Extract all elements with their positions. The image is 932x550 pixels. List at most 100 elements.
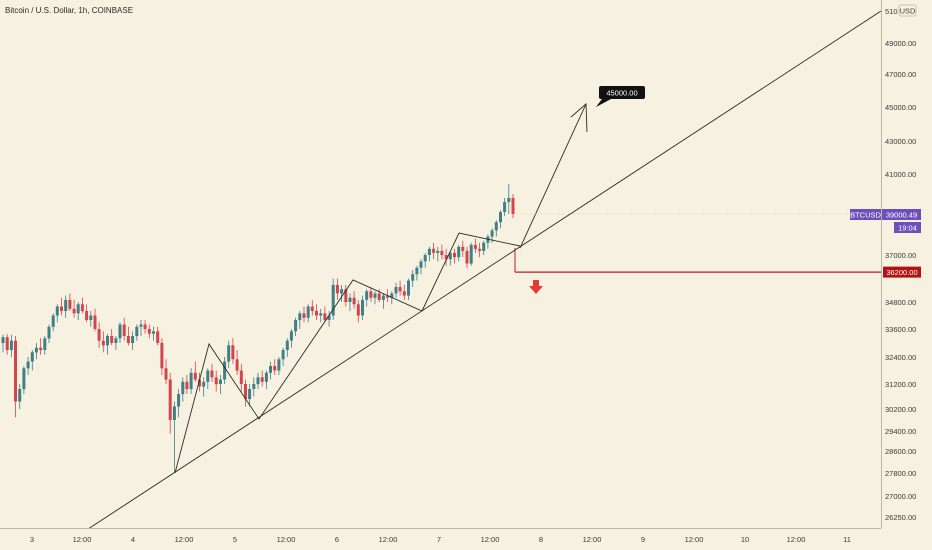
candle-body [402, 291, 406, 296]
candle [72, 299, 76, 318]
candle-body [323, 313, 327, 321]
candle [231, 338, 235, 364]
candle-body [34, 347, 38, 353]
candle-body [122, 324, 126, 336]
candle [218, 375, 222, 394]
candle [93, 308, 97, 332]
candle-body [377, 293, 381, 300]
candle-body [85, 311, 89, 320]
candle-body [390, 293, 394, 298]
y-tick-label: 32400.00 [885, 353, 916, 362]
y-tick-label: 47000.00 [885, 70, 916, 79]
candle-body [482, 242, 486, 251]
candle-body [30, 352, 34, 362]
candle [444, 248, 448, 266]
candle [373, 291, 377, 305]
candle-body [490, 230, 494, 237]
candle [76, 302, 80, 320]
candle-body [331, 284, 335, 316]
candle-body [76, 304, 80, 314]
x-tick-label: 12:00 [277, 535, 296, 544]
candle-body [126, 336, 130, 343]
candle [398, 280, 402, 296]
x-tick-label: 12:00 [73, 535, 92, 544]
projection-line [519, 103, 587, 249]
candle [302, 306, 306, 323]
candle-body [373, 293, 377, 298]
candle-body [55, 306, 59, 316]
candle-body [436, 250, 440, 253]
candle-body [298, 313, 302, 321]
candle [51, 313, 55, 332]
candle [306, 304, 310, 323]
candle-body [260, 377, 264, 382]
candle [181, 377, 185, 402]
price-scale-panel[interactable] [881, 0, 932, 528]
candle-body [26, 361, 30, 369]
candle [298, 311, 302, 329]
candle-body [440, 250, 444, 255]
candle-body [152, 331, 155, 334]
y-tick-label: 27800.00 [885, 469, 916, 478]
y-tick-label: 37000.00 [885, 251, 916, 260]
candle [156, 326, 160, 346]
candle [143, 320, 147, 334]
candle-body [1, 337, 5, 343]
time-scale-panel[interactable] [0, 528, 881, 550]
candle [327, 311, 331, 327]
x-tick-label: 12:00 [583, 535, 602, 544]
candle [348, 293, 352, 311]
candle [369, 287, 373, 302]
candle-body [494, 222, 498, 231]
candle [14, 336, 17, 418]
candle-body [461, 246, 465, 251]
candle [478, 242, 482, 258]
candle [436, 246, 440, 262]
target-callout [596, 86, 645, 107]
x-tick-label: 9 [641, 535, 645, 544]
candle [352, 291, 356, 309]
candle [131, 331, 135, 350]
candle-body [177, 394, 181, 407]
candle-body [457, 246, 461, 258]
candle [411, 270, 415, 287]
candle [164, 359, 168, 384]
candle-body [193, 372, 197, 380]
candle-body [139, 324, 143, 327]
candle [273, 359, 277, 375]
trendline-support [84, 10, 882, 532]
currency-label-box[interactable] [898, 4, 917, 17]
candle-body [214, 377, 218, 385]
support-level-label: 36200.00 [886, 268, 917, 277]
y-tick-label: 33600.00 [885, 325, 916, 334]
candle [18, 384, 22, 409]
y-tick-label: 26250.00 [885, 513, 916, 522]
candle [198, 372, 201, 392]
candle-body [419, 261, 423, 268]
y-tick-label: 45000.00 [885, 103, 916, 112]
projection-arrowhead [570, 103, 588, 133]
candle [239, 363, 243, 392]
candle-body [231, 345, 235, 360]
candle [214, 370, 218, 392]
candle-body [469, 244, 473, 264]
y-tick-label: 49000.00 [885, 39, 916, 48]
candle [202, 377, 206, 397]
candle [361, 295, 364, 320]
candle [503, 198, 507, 217]
candle-body [386, 295, 390, 298]
candle [448, 250, 452, 266]
candle [507, 184, 511, 214]
candle [423, 252, 427, 268]
candle [252, 377, 256, 397]
candle-body [22, 368, 26, 390]
price-axis: 26250.00 27000.00 27800.00 28600.00 29400.00… [885, 7, 916, 522]
candle-body [97, 329, 101, 341]
candle [26, 357, 30, 375]
candle-body [252, 384, 256, 389]
drawings-layer [84, 10, 882, 532]
candle-body [131, 336, 135, 343]
candle [486, 234, 490, 249]
down-arrow-icon [529, 280, 543, 294]
